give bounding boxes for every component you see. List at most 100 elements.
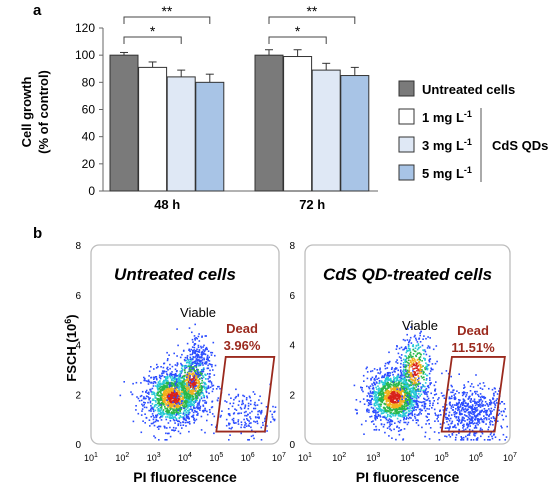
flow-point — [453, 389, 455, 391]
flow-point — [202, 346, 204, 348]
flow-point — [461, 418, 463, 420]
flow-point — [170, 383, 173, 386]
flow-point — [423, 392, 426, 395]
flow-point — [180, 385, 183, 387]
flow-point — [170, 394, 173, 396]
flow-point — [373, 382, 375, 384]
flow-point — [403, 384, 406, 387]
flow-point — [415, 367, 417, 369]
bar — [109, 54, 139, 192]
flow-point — [478, 404, 481, 407]
flow-point — [462, 424, 464, 427]
flow-point — [394, 409, 397, 412]
flow-point — [157, 385, 160, 387]
flow-point — [197, 379, 200, 381]
flow-point — [405, 347, 408, 350]
flow-point — [412, 364, 415, 366]
flow-point — [197, 335, 200, 338]
flow-point — [506, 425, 508, 428]
flow-point — [450, 384, 453, 387]
flow-point — [394, 397, 397, 399]
flow-point — [387, 407, 389, 409]
flow-point — [184, 380, 186, 382]
flow-point — [383, 407, 385, 410]
legend-swatch-dose — [398, 136, 415, 153]
flow-point — [424, 385, 426, 388]
flow-point — [170, 391, 173, 394]
flow-point — [470, 411, 472, 414]
flow-point — [454, 404, 456, 406]
flow-point — [463, 386, 466, 388]
flow-point — [193, 335, 196, 337]
flow-point — [237, 420, 239, 423]
legend-label-dose: 1 mg L-1 — [422, 109, 472, 125]
flow-point — [183, 418, 185, 421]
flow-point — [161, 372, 163, 375]
flow-point — [178, 389, 181, 391]
flow-point — [370, 415, 373, 418]
flow-point — [397, 384, 399, 387]
legend-label-dose: 5 mg L-1 — [422, 165, 472, 181]
flow-point — [189, 396, 191, 399]
flow-point — [401, 390, 404, 393]
flow-point — [453, 394, 455, 396]
flow-point — [417, 379, 420, 381]
flow-point — [426, 365, 429, 367]
flow-point — [198, 386, 200, 389]
flow-point — [154, 382, 157, 384]
flow-point — [182, 377, 185, 380]
flow-point — [481, 432, 484, 435]
flow-point — [390, 416, 392, 418]
flow-point — [204, 335, 207, 337]
flow-point — [158, 407, 160, 410]
flow-point — [395, 397, 398, 399]
flow-point — [386, 404, 389, 406]
flow-point — [390, 395, 393, 397]
flow-point — [192, 378, 194, 380]
flow-point — [384, 431, 386, 434]
flow-point — [167, 404, 169, 407]
flow-point — [207, 380, 210, 383]
flow-point — [420, 413, 422, 415]
flow-point — [483, 410, 486, 413]
flow-point — [167, 376, 169, 379]
flow-point — [477, 393, 479, 396]
flow-point — [394, 422, 396, 424]
flow-point — [409, 380, 411, 382]
flow-point — [185, 366, 188, 369]
flow-point — [400, 357, 402, 359]
flow-point — [408, 413, 411, 416]
flow-ylabel: FSCH (106) — [63, 314, 79, 381]
flow-point — [392, 402, 394, 405]
bar — [340, 75, 370, 192]
flow-point — [382, 396, 384, 398]
flow-point — [231, 418, 234, 421]
flow-point — [450, 422, 452, 425]
flow-point — [423, 398, 426, 401]
flow-point — [470, 407, 473, 410]
flow-point — [367, 402, 370, 404]
flow-point — [152, 399, 155, 401]
flow-point — [148, 381, 151, 383]
flow-point — [450, 407, 453, 409]
flow-point — [194, 384, 197, 386]
flow-point — [183, 414, 186, 417]
flow-point — [423, 403, 426, 405]
flow-point — [207, 350, 210, 352]
flow-point — [434, 362, 437, 365]
flow-point — [399, 374, 402, 377]
flow-point — [381, 412, 383, 415]
flow-point — [250, 422, 252, 424]
flow-point — [480, 404, 482, 406]
flow-point — [198, 383, 200, 385]
flow-point — [416, 419, 419, 421]
flow-point — [207, 378, 209, 380]
flow-point — [181, 416, 183, 418]
flow-point — [395, 382, 398, 385]
flow-point — [448, 403, 451, 405]
flow-point — [175, 406, 177, 408]
flow-point — [474, 424, 477, 427]
flow-point — [407, 343, 410, 346]
flow-point — [153, 421, 155, 424]
flow-point — [169, 416, 171, 418]
